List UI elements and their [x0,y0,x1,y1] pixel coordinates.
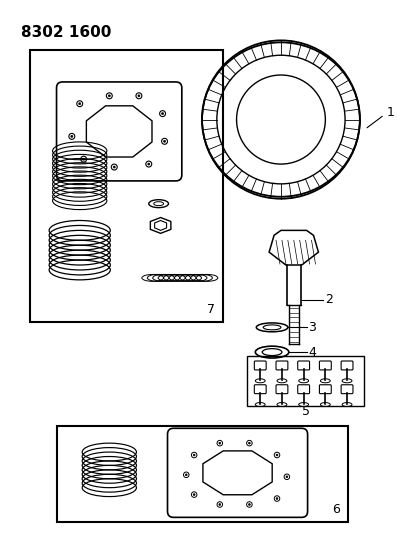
Bar [57,426,347,522]
Circle shape [108,95,110,97]
Bar [30,50,222,322]
Circle shape [193,494,195,496]
Circle shape [275,454,277,456]
Circle shape [285,476,287,478]
Text: 2: 2 [325,293,333,306]
Circle shape [83,158,84,160]
Circle shape [79,103,81,104]
Circle shape [218,442,220,444]
Circle shape [248,442,249,444]
Circle shape [161,112,163,115]
Circle shape [185,474,187,475]
Text: 1: 1 [386,106,393,119]
Text: 4: 4 [308,345,316,359]
Circle shape [218,504,220,505]
Circle shape [147,163,149,165]
Bar [247,356,363,406]
Text: 8302 1600: 8302 1600 [20,25,111,39]
Circle shape [193,454,195,456]
Text: 6: 6 [331,503,339,516]
Text: 5: 5 [301,406,309,418]
Circle shape [71,135,73,138]
Circle shape [113,166,115,168]
Circle shape [248,504,249,505]
Circle shape [275,498,277,499]
Circle shape [163,140,165,142]
Text: 7: 7 [207,303,214,317]
Circle shape [137,95,139,97]
Text: 3: 3 [308,321,316,334]
